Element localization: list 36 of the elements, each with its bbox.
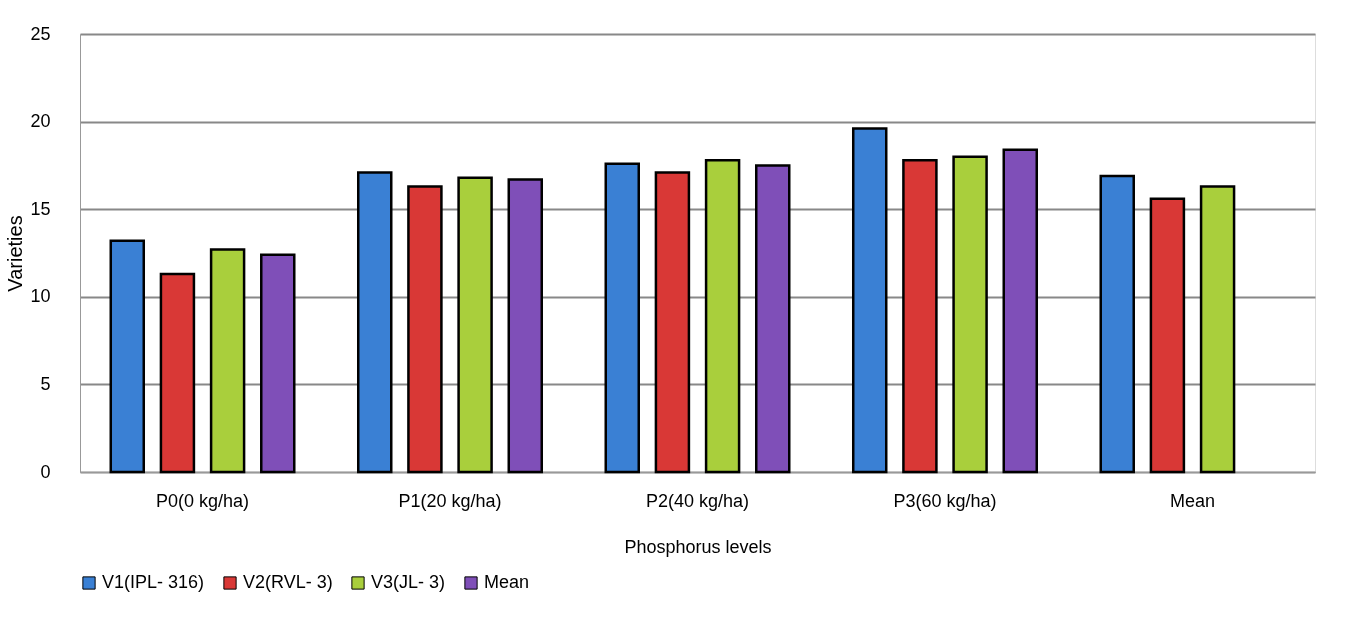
bar [1002,148,1038,474]
y-tick-label: 20 [30,111,51,132]
bar [1149,197,1186,474]
bar [1099,174,1135,474]
x-axis-title: Phosphorus levels [624,536,772,557]
y-tick-label: 5 [40,373,51,394]
bar [507,178,544,474]
bar [755,164,791,474]
y-tick-label: 15 [30,198,51,219]
bar [159,272,196,474]
x-tick-label: Mean [1169,490,1216,511]
bar [902,158,938,474]
bar [260,253,296,474]
legend-label: V1(IPL- 316) [102,572,205,592]
bar [109,239,146,474]
legend-label: V2(RVL- 3) [243,572,333,592]
bar [209,248,246,474]
bar [654,171,691,474]
legend-label: Mean [484,572,530,592]
x-tick-label: P3(60 kg/ha) [893,490,997,511]
bar [457,176,493,474]
y-tick-label: 10 [30,286,51,307]
bar [1199,185,1236,474]
y-tick-label: 25 [30,23,51,44]
bar [704,158,741,474]
x-tick-label: P2(40 kg/ha) [645,490,750,511]
bar [357,171,393,474]
x-tick-label: P1(20 kg/ha) [398,490,502,511]
bar [604,162,640,474]
y-tick-label: 0 [40,461,51,482]
bar [407,185,443,474]
bar [851,127,888,474]
y-axis-title: Varieties [4,215,27,292]
x-tick-label: P0(0 kg/ha) [155,490,250,511]
bar [952,155,988,474]
legend-label: V3(JL- 3) [371,572,446,592]
